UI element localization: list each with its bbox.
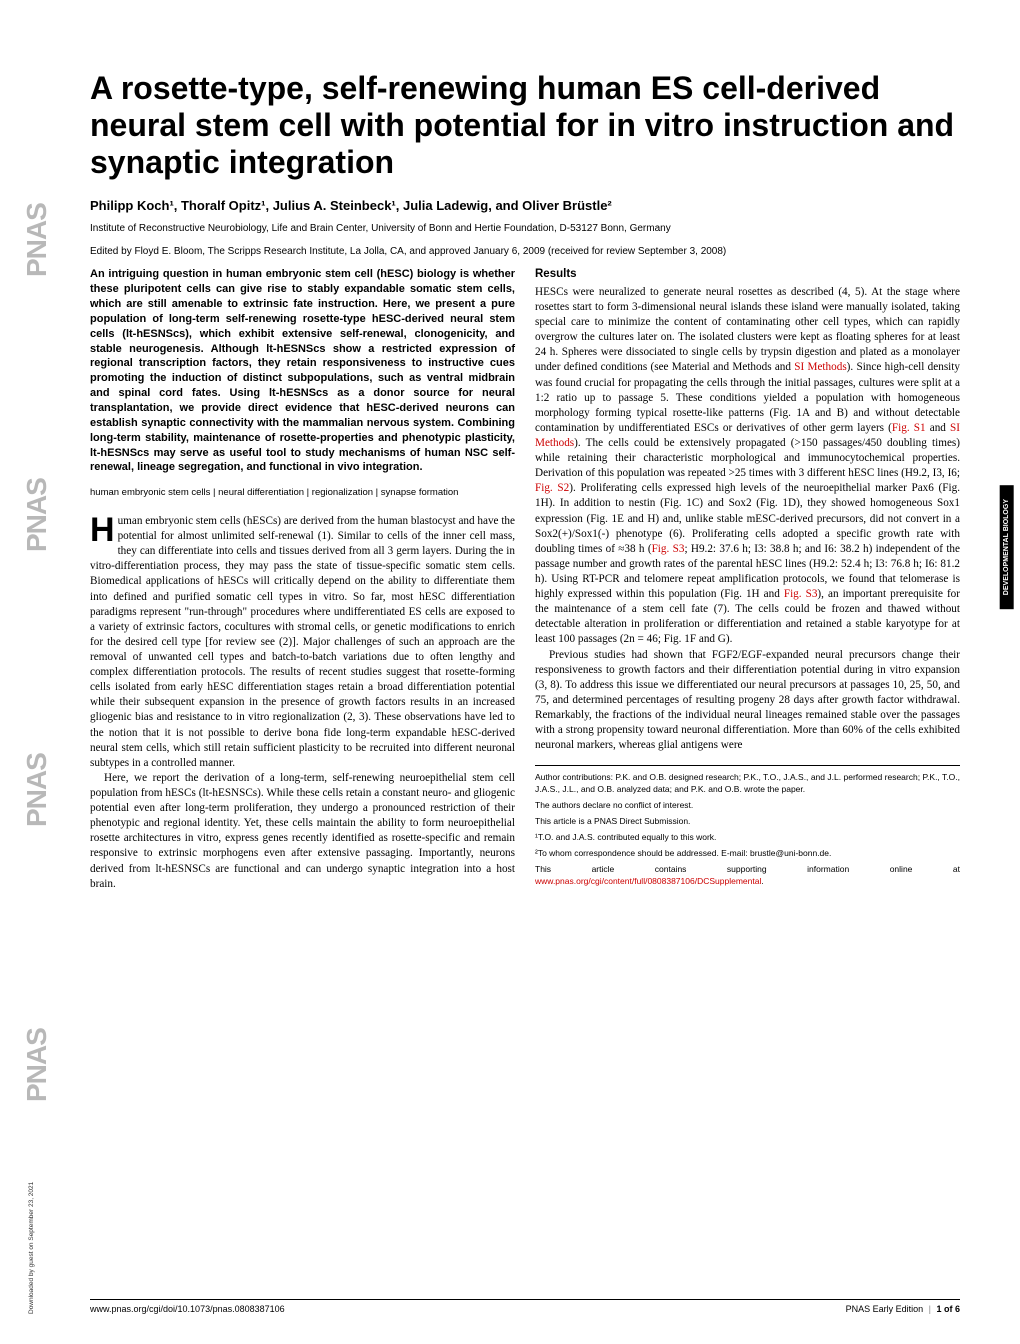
supplemental-link[interactable]: www.pnas.org/cgi/content/full/0808387106… [535, 876, 761, 886]
pnas-logo: PNAS [21, 239, 53, 277]
equal-contribution: ¹T.O. and J.A.S. contributed equally to … [535, 832, 960, 844]
results-heading: Results [535, 267, 960, 283]
editor-note: Edited by Floyd E. Bloom, The Scripps Re… [90, 246, 960, 257]
fig-s3-link[interactable]: Fig. S3 [784, 588, 818, 600]
direct-submission: This article is a PNAS Direct Submission… [535, 816, 960, 828]
doi-link[interactable]: www.pnas.org/cgi/doi/10.1073/pnas.080838… [90, 1304, 285, 1314]
fig-s1-link[interactable]: Fig. S1 [892, 422, 926, 434]
article-title: A rosette-type, self-renewing human ES c… [90, 70, 960, 180]
divider-icon: | [929, 1304, 931, 1314]
intro-paragraph-1: uman embryonic stem cells (hESCs) are de… [90, 515, 515, 769]
article-body: A rosette-type, self-renewing human ES c… [90, 70, 960, 892]
two-column-layout: An intriguing question in human embryoni… [90, 267, 960, 891]
fig-s3-link[interactable]: Fig. S3 [652, 543, 685, 555]
left-column: An intriguing question in human embryoni… [90, 267, 515, 891]
pnas-logo: PNAS [21, 1064, 53, 1102]
results-paragraph-1: HESCs were neuralized to generate neural… [535, 285, 960, 648]
results-text: HESCs were neuralized to generate neural… [535, 285, 960, 753]
dropcap: H [90, 514, 118, 545]
pnas-logo: PNAS [21, 514, 53, 552]
intro-text: Human embryonic stem cells (hESCs) are d… [90, 514, 515, 892]
abstract: An intriguing question in human embryoni… [90, 267, 515, 475]
fig-s2-link[interactable]: Fig. S2 [535, 482, 569, 494]
download-attribution: Downloaded by guest on September 23, 202… [28, 1182, 35, 1314]
pnas-logo: PNAS [21, 789, 53, 827]
author-contributions: Author contributions: P.K. and O.B. desi… [535, 772, 960, 796]
page-footer: www.pnas.org/cgi/doi/10.1073/pnas.080838… [90, 1299, 960, 1314]
affiliation: Institute of Reconstructive Neurobiology… [90, 223, 960, 234]
right-column: Results HESCs were neuralized to generat… [535, 267, 960, 891]
intro-paragraph-2: Here, we report the derivation of a long… [90, 771, 515, 892]
pnas-logo-strip: PNAS PNAS PNAS PNAS [18, 120, 56, 1220]
keywords: human embryonic stem cells | neural diff… [90, 487, 515, 500]
footnotes: Author contributions: P.K. and O.B. desi… [535, 765, 960, 887]
author-list: Philipp Koch¹, Thoralf Opitz¹, Julius A.… [90, 198, 960, 213]
page-info: PNAS Early Edition | 1 of 6 [846, 1304, 960, 1314]
results-paragraph-2: Previous studies had shown that FGF2/EGF… [535, 648, 960, 754]
section-category-label: DEVELOPMENTAL BIOLOGY [1000, 485, 1014, 609]
si-methods-link[interactable]: SI Methods [794, 361, 846, 373]
supplemental-note: This article contains supporting informa… [535, 864, 960, 888]
conflict-statement: The authors declare no conflict of inter… [535, 800, 960, 812]
correspondence: ²To whom correspondence should be addres… [535, 848, 960, 860]
